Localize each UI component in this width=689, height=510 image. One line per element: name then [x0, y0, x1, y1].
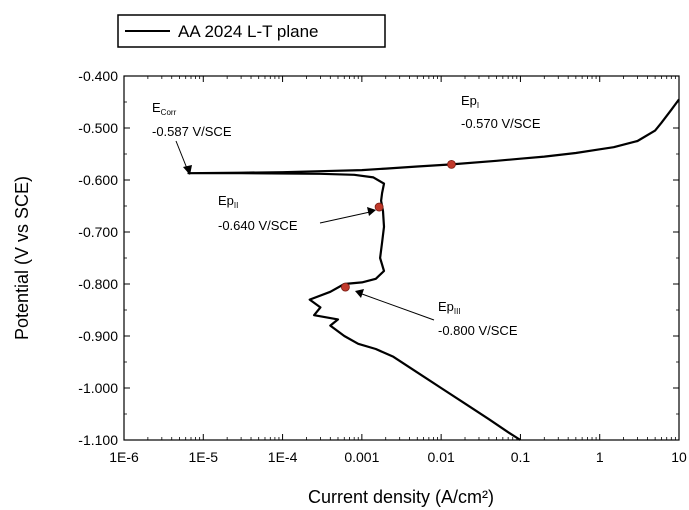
- annotation-ep3-label: EpIII: [438, 299, 461, 316]
- annotation-ep2-arrow: [319, 211, 371, 224]
- annotation-ep1: EpI -0.570 V/SCE: [461, 93, 541, 131]
- annotation-ep3: EpIII -0.800 V/SCE: [355, 289, 518, 338]
- y-tick-label: -0.900: [78, 328, 118, 344]
- x-tick-label: 0.1: [511, 449, 531, 465]
- annotation-ep2-label: EpII: [218, 193, 238, 210]
- curves: [187, 98, 680, 441]
- annotation-ep3-arrow: [361, 293, 435, 321]
- x-tick-label: 0.01: [428, 449, 455, 465]
- annotation-ep1-label: EpI: [461, 93, 479, 110]
- y-axis-title: Potential (V vs SCE): [12, 176, 32, 340]
- y-tick-label: -1.100: [78, 432, 118, 448]
- annotation-ep2-arrowhead: [367, 207, 376, 216]
- axes: 1E-6 1E-5 1E-4 0.001 0.01 0.1 1 10 -0.400 -0.500 -…: [78, 68, 687, 465]
- x-tick-label: 1: [596, 449, 604, 465]
- annotation-ecorr: ECorr -0.587 V/SCE: [152, 100, 232, 175]
- annotation-ecorr-arrow: [175, 140, 189, 172]
- annotation-ecorr-arrowhead: [183, 165, 192, 175]
- y-tick-label: -0.500: [78, 120, 118, 136]
- x-axis-title: Current density (A/cm²): [308, 487, 494, 507]
- x-tick-label: 1E-6: [109, 449, 139, 465]
- annotation-ep2: EpII -0.640 V/SCE: [218, 193, 376, 233]
- x-tick-label: 0.001: [344, 449, 379, 465]
- y-tick-label: -0.600: [78, 172, 118, 188]
- peak-marker: [374, 202, 384, 212]
- series-line: [187, 98, 680, 441]
- legend: AA 2024 L-T plane: [117, 14, 386, 48]
- y-tick-label: -0.800: [78, 276, 118, 292]
- y-tick-label: -1.000: [78, 380, 118, 396]
- markers: [340, 159, 456, 292]
- legend-label: AA 2024 L-T plane: [178, 22, 319, 41]
- x-tick-label: 1E-4: [268, 449, 298, 465]
- y-tick-label: -0.700: [78, 224, 118, 240]
- x-tick-label: 10: [671, 449, 687, 465]
- annotation-ecorr-label: ECorr: [152, 100, 177, 117]
- peak-marker: [340, 282, 350, 292]
- annotation-ep1-value: -0.570 V/SCE: [461, 116, 541, 131]
- peak-marker: [447, 159, 456, 169]
- y-tick-label: -0.400: [78, 68, 118, 84]
- annotation-ep2-value: -0.640 V/SCE: [218, 218, 298, 233]
- x-tick-label: 1E-5: [188, 449, 218, 465]
- annotation-ep3-value: -0.800 V/SCE: [438, 323, 518, 338]
- annotation-ecorr-value: -0.587 V/SCE: [152, 124, 232, 139]
- annotation-ep3-arrowhead: [355, 289, 364, 298]
